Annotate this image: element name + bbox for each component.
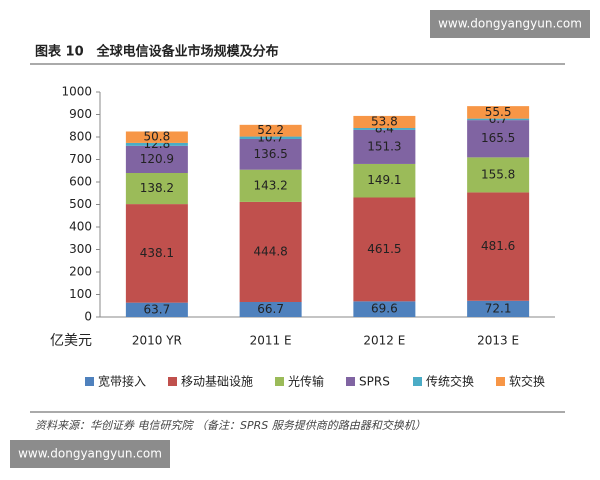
- chart-title: 图表 10 全球电信设备业市场规模及分布: [35, 44, 279, 60]
- bar-segment: [239, 301, 302, 317]
- bar-segment: [239, 138, 302, 170]
- value-label: 53.8: [371, 114, 398, 128]
- y-tick-label: 400: [69, 220, 92, 234]
- value-label: 481.6: [481, 239, 515, 253]
- value-label: 136.5: [253, 147, 287, 161]
- bar-segment: [239, 124, 302, 137]
- value-label: 143.2: [253, 178, 287, 192]
- x-tick-label: 2013 E: [477, 334, 519, 348]
- y-tick-label: 100: [69, 287, 92, 301]
- bar-segment: [467, 300, 530, 317]
- legend-label: 宽带接入: [98, 374, 146, 389]
- bar-segment: [353, 129, 416, 164]
- value-label: 72.1: [485, 301, 512, 315]
- bar-segment: [353, 163, 416, 198]
- x-tick-label: 2011 E: [250, 334, 292, 348]
- bar-segment: [353, 197, 416, 302]
- value-label: 444.8: [253, 244, 287, 258]
- bar-segment: [239, 136, 302, 139]
- value-label: 138.2: [140, 181, 174, 195]
- y-tick-label: 800: [69, 130, 92, 144]
- bar-segment: [125, 142, 188, 146]
- value-label: 120.9: [140, 152, 174, 166]
- bar-segment: [125, 302, 188, 317]
- legend-swatch: [346, 377, 355, 386]
- legend-label: 传统交换: [426, 374, 474, 389]
- value-label: 438.1: [140, 246, 174, 260]
- y-tick-label: 1000: [61, 85, 92, 99]
- legend-label: SPRS: [359, 375, 390, 389]
- y-tick-label: 900: [69, 107, 92, 121]
- value-label: 165.5: [481, 131, 515, 145]
- bar-segment: [125, 145, 188, 173]
- y-tick-label: 600: [69, 175, 92, 189]
- bar-segment: [467, 118, 530, 121]
- y-tick-label: 500: [69, 197, 92, 211]
- bar-segment: [467, 157, 530, 193]
- value-label: 151.3: [367, 139, 401, 153]
- watermark-box: [10, 440, 170, 468]
- value-label: 66.7: [257, 302, 284, 316]
- x-tick-label: 2010 YR: [132, 334, 182, 348]
- bar-segment: [125, 131, 188, 143]
- watermark-box: [430, 10, 590, 38]
- legend-swatch: [413, 377, 422, 386]
- bar-segment: [239, 201, 302, 302]
- bar-segment: [353, 128, 416, 130]
- bar-segment: [125, 173, 188, 205]
- bar-segment: [239, 169, 302, 202]
- value-label: 52.2: [257, 123, 284, 137]
- y-tick-label: 700: [69, 152, 92, 166]
- value-label: 50.8: [144, 130, 171, 144]
- bar-segment: [467, 106, 530, 119]
- y-tick-label: 0: [84, 310, 92, 324]
- y-unit: 亿美元: [50, 333, 92, 349]
- y-tick-label: 200: [69, 265, 92, 279]
- legend-swatch: [496, 377, 505, 386]
- legend-swatch: [275, 377, 284, 386]
- value-label: 69.6: [371, 302, 398, 316]
- legend-label: 软交换: [509, 374, 545, 389]
- value-label: 461.5: [367, 242, 401, 256]
- bar-segment: [125, 204, 188, 303]
- watermark: www.dongyangyun.com: [18, 447, 162, 461]
- bar-segment: [353, 301, 416, 317]
- value-label: 155.8: [481, 167, 515, 181]
- value-label: 149.1: [367, 173, 401, 187]
- source-note: 资料来源：华创证券 电信研究院 （备注：SPRS 服务提供商的路由器和交换机）: [35, 419, 426, 432]
- legend-swatch: [85, 377, 94, 386]
- bar-segment: [467, 192, 530, 301]
- legend-label: 光传输: [288, 374, 324, 389]
- watermark: www.dongyangyun.com: [438, 17, 582, 31]
- y-tick-label: 300: [69, 242, 92, 256]
- value-label: 63.7: [144, 302, 171, 316]
- bar-segment: [353, 115, 416, 129]
- x-tick-label: 2012 E: [363, 334, 405, 348]
- legend-label: 移动基础设施: [181, 375, 253, 389]
- value-label: 55.5: [485, 105, 512, 119]
- legend-swatch: [168, 377, 177, 386]
- bar-segment: [467, 120, 530, 158]
